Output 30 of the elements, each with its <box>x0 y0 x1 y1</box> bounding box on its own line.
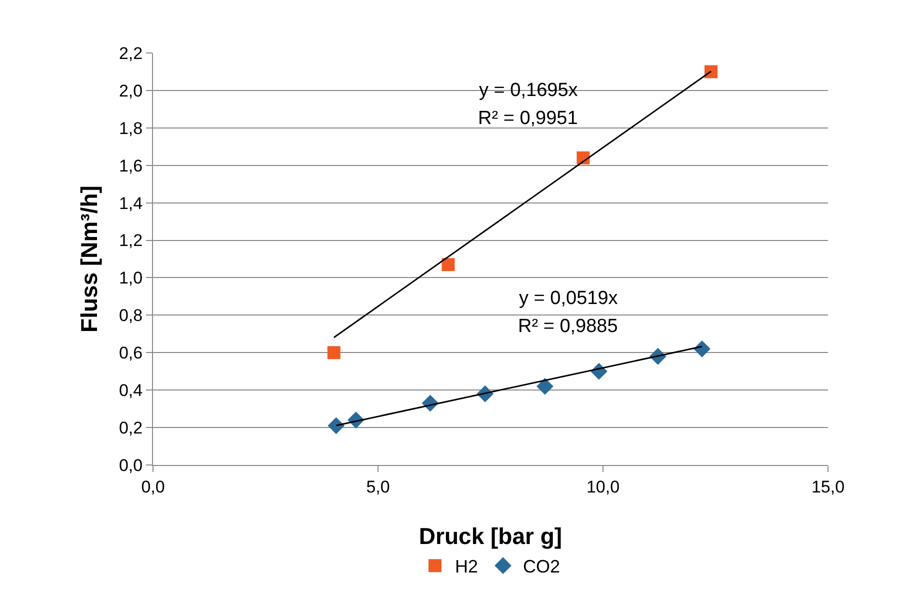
x-tick-label: 10,0 <box>586 477 620 496</box>
y-tick-label: 0,6 <box>118 344 143 363</box>
point <box>704 65 718 78</box>
y-tick-label: 1,4 <box>118 194 143 213</box>
y-tick-label: 0,2 <box>118 418 143 438</box>
point <box>327 346 340 360</box>
point <box>536 378 554 395</box>
y-tick-label: 0,4 <box>118 381 143 400</box>
x-tick-label: 15,0 <box>811 477 845 496</box>
point <box>328 417 345 434</box>
y-tick-label: 2,0 <box>118 81 143 100</box>
y-tick-label: 1,6 <box>118 156 143 176</box>
annotation: R² = 0,9885 <box>518 316 618 337</box>
y-tick-label: 2,2 <box>118 44 143 63</box>
y-tick-label: 1,8 <box>118 118 143 138</box>
point <box>694 340 710 358</box>
x-tick-label: 0,0 <box>141 477 165 496</box>
annotation: R² = 0,9951 <box>478 108 578 129</box>
annotation: y = 0,0519x <box>519 288 618 309</box>
legend-label: CO2 <box>523 556 560 577</box>
y-tick-label: 1,0 <box>118 268 143 288</box>
legend-label: H2 <box>455 556 478 577</box>
y-tick-label: 0,8 <box>118 306 143 326</box>
y-tick-label: 1,2 <box>118 231 143 250</box>
point <box>442 258 455 272</box>
annotation: y = 0,1695x <box>479 80 578 101</box>
y-tick-label: 0,0 <box>118 456 143 475</box>
x-axis-title: Druck [bar g] <box>418 523 562 549</box>
y-axis-title: Fluss [Nm³/h] <box>76 186 102 332</box>
x-tick-label: 5,0 <box>366 477 390 496</box>
